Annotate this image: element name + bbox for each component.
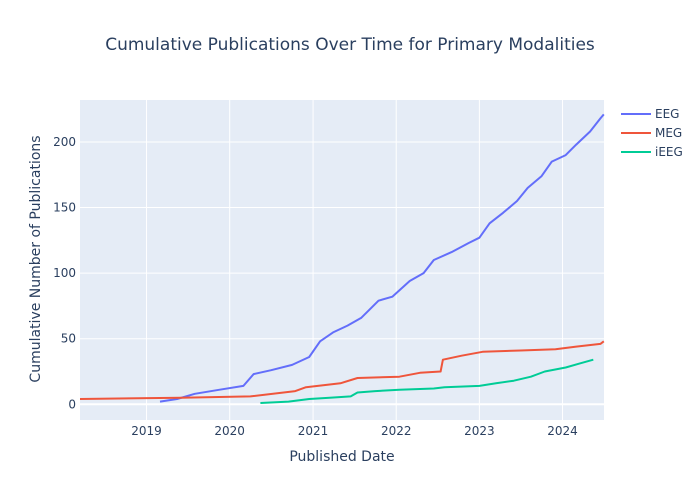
x-tick-label: 2022 (381, 424, 412, 438)
chart-title: Cumulative Publications Over Time for Pr… (105, 35, 595, 55)
y-tick-label: 200 (53, 135, 76, 149)
legend-label-ieeg: iEEG (655, 145, 683, 159)
x-tick-label: 2021 (298, 424, 329, 438)
legend-label-eeg: EEG (655, 107, 679, 121)
x-tick-labels: 2019 2020 2021 2022 2023 2024 (131, 424, 578, 438)
y-tick-label: 0 (68, 397, 76, 411)
y-gridlines (80, 141, 604, 406)
y-tick-label: 150 (53, 201, 76, 215)
series-lines (79, 113, 605, 404)
plot-area (80, 100, 604, 420)
x-tick-label: 2024 (547, 424, 578, 438)
series-line-ieeg (260, 358, 594, 404)
x-tick-label: 2020 (214, 424, 245, 438)
series-line-meg (79, 340, 605, 400)
y-tick-label: 100 (53, 266, 76, 280)
y-axis-title: Cumulative Number of Publications (28, 135, 44, 382)
x-tick-label: 2019 (131, 424, 162, 438)
x-axis-title: Published Date (289, 449, 394, 465)
y-tick-label: 50 (61, 332, 76, 346)
x-gridlines (146, 100, 564, 420)
x-tick-label: 2023 (464, 424, 495, 438)
legend: EEG MEG iEEG (621, 107, 683, 159)
series-line-eeg (159, 113, 605, 403)
y-tick-labels: 0 50 100 150 200 (53, 135, 76, 411)
legend-label-meg: MEG (655, 126, 682, 140)
